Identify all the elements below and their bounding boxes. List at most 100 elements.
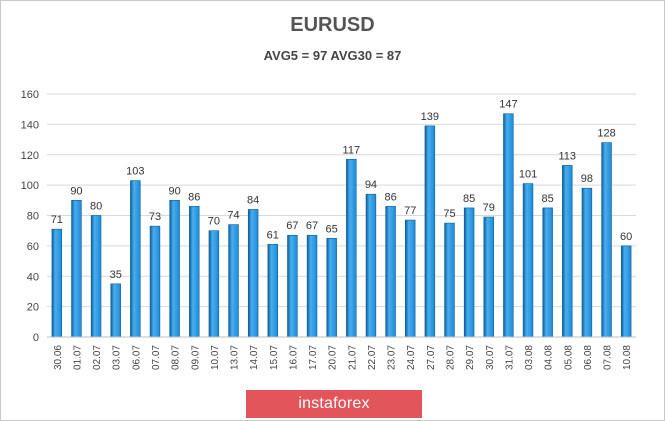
x-tick-label: 10.07 — [210, 345, 221, 370]
bar — [601, 142, 612, 338]
y-tick-label: 100 — [21, 180, 39, 192]
data-label: 113 — [559, 150, 577, 162]
x-tick-label: 22.07 — [367, 345, 378, 370]
x-tick-label: 21.07 — [347, 345, 358, 370]
x-tick-label: 20.07 — [328, 345, 339, 370]
y-tick-label: 120 — [21, 150, 39, 162]
bar — [365, 193, 377, 338]
x-tick-label: 03.08 — [524, 345, 535, 370]
x-tick-label: 17.07 — [308, 345, 319, 370]
y-tick-label: 160 — [21, 89, 39, 101]
y-tick-label: 20 — [27, 302, 39, 314]
data-label: 74 — [227, 210, 239, 222]
bar — [522, 183, 534, 338]
x-tick-label: 06.08 — [583, 345, 594, 370]
x-tick-label: 07.08 — [603, 345, 614, 370]
data-label: 86 — [384, 191, 396, 203]
data-label: 128 — [597, 128, 615, 140]
data-label: 98 — [581, 173, 593, 185]
x-tick-label: 07.07 — [151, 345, 162, 370]
bar — [581, 187, 593, 338]
x-tick-label: 31.07 — [504, 345, 515, 370]
bar — [287, 234, 298, 338]
x-tick-label: 16.07 — [288, 345, 299, 370]
bar — [90, 215, 102, 338]
bar — [110, 283, 121, 338]
bar — [385, 206, 396, 338]
data-label: 75 — [443, 208, 455, 220]
bar — [503, 113, 514, 338]
bar — [189, 206, 200, 338]
data-label: 77 — [404, 205, 416, 217]
data-label: 147 — [499, 99, 517, 111]
data-label: 90 — [70, 185, 82, 197]
bar — [228, 224, 239, 338]
data-label: 65 — [326, 223, 338, 235]
x-tick-label: 09.07 — [190, 345, 201, 370]
bar — [483, 216, 494, 338]
data-label: 67 — [286, 220, 298, 232]
bar — [346, 159, 357, 338]
chart-title: EURUSD — [290, 14, 375, 36]
data-label: 60 — [620, 231, 632, 243]
bar — [169, 200, 180, 338]
data-label: 79 — [483, 202, 495, 214]
x-tick-label: 30.06 — [53, 345, 64, 370]
y-tick-label: 0 — [33, 332, 39, 344]
x-tick-label: 15.07 — [269, 345, 280, 370]
chart-subtitle: AVG5 = 97 AVG30 = 87 — [263, 48, 402, 63]
x-tick-label: 02.07 — [92, 345, 103, 370]
data-label: 94 — [365, 179, 377, 191]
data-label: 67 — [306, 220, 318, 232]
bar — [267, 244, 278, 338]
bar — [130, 180, 141, 338]
data-label: 85 — [463, 193, 475, 205]
data-label: 117 — [343, 144, 361, 156]
x-tick-label: 14.07 — [249, 345, 260, 370]
data-label: 101 — [519, 169, 537, 181]
instaforex-logo: instaforex — [246, 390, 422, 418]
data-label: 73 — [149, 211, 161, 223]
data-label: 90 — [168, 185, 180, 197]
x-tick-label: 13.07 — [230, 345, 241, 370]
bar — [562, 165, 573, 338]
data-label: 86 — [188, 191, 200, 203]
y-tick-label: 140 — [21, 119, 39, 131]
data-label: 70 — [208, 216, 220, 228]
data-label: 61 — [267, 229, 279, 241]
data-label: 103 — [126, 166, 144, 178]
data-label: 139 — [421, 111, 439, 123]
bar — [208, 230, 220, 338]
bar — [306, 234, 318, 338]
bar — [463, 207, 475, 338]
bar — [149, 225, 161, 338]
bar — [247, 209, 259, 338]
bar — [71, 200, 82, 338]
x-tick-label: 30.07 — [485, 345, 496, 370]
bar — [51, 228, 63, 338]
x-tick-label: 04.08 — [544, 345, 555, 370]
x-tick-label: 24.07 — [406, 345, 417, 370]
data-label: 84 — [247, 194, 259, 206]
x-tick-label: 27.07 — [426, 345, 437, 370]
x-tick-label: 29.07 — [465, 345, 476, 370]
x-tick-label: 05.08 — [563, 345, 574, 370]
x-tick-label: 06.07 — [131, 345, 142, 370]
x-tick-label: 01.07 — [72, 345, 83, 370]
y-tick-label: 80 — [27, 211, 39, 223]
y-tick-label: 60 — [27, 241, 39, 253]
bar — [620, 245, 632, 338]
y-tick-label: 40 — [27, 271, 39, 283]
bar — [542, 207, 553, 338]
x-tick-label: 23.07 — [387, 345, 398, 370]
x-tick-label: 28.07 — [445, 345, 456, 370]
bar — [405, 219, 416, 338]
x-tick-label: 03.07 — [112, 345, 123, 370]
x-tick-label: 10.08 — [622, 345, 633, 370]
bar — [444, 222, 455, 338]
x-tick-label: 08.07 — [171, 345, 182, 370]
data-label: 85 — [542, 193, 554, 205]
data-label: 35 — [110, 269, 122, 281]
